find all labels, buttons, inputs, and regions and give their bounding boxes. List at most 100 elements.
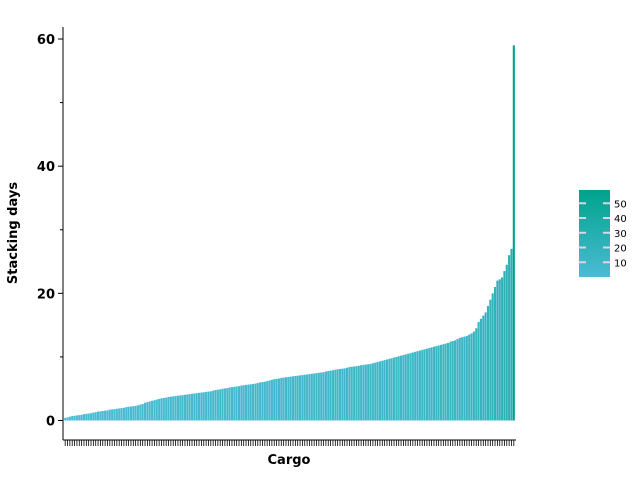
bar <box>425 348 428 421</box>
colorbar-tick-label: 50 <box>614 199 627 210</box>
bar <box>364 364 367 421</box>
bar <box>141 403 144 421</box>
bar <box>287 376 290 421</box>
bar <box>64 417 67 421</box>
bar <box>505 264 508 421</box>
bar <box>409 353 412 421</box>
x-tick-marks <box>64 440 515 446</box>
bar <box>313 373 316 421</box>
bar <box>146 402 149 421</box>
bar <box>261 382 264 421</box>
colorbar-ticks: 10 20 30 40 50 <box>579 199 627 269</box>
bar <box>430 347 433 421</box>
bar <box>345 367 349 421</box>
bar <box>512 45 515 421</box>
bar <box>395 356 398 421</box>
bar <box>82 414 86 421</box>
bar <box>362 364 365 421</box>
bar <box>216 389 219 421</box>
bar <box>360 365 363 421</box>
bar <box>477 321 480 421</box>
bar <box>451 341 454 421</box>
bar <box>407 353 410 421</box>
bar <box>294 375 297 421</box>
bar <box>353 366 356 421</box>
bar <box>470 333 473 421</box>
bar <box>484 312 487 421</box>
bar <box>214 389 217 421</box>
bar <box>183 394 187 421</box>
colorbar-tick-label: 10 <box>614 258 627 269</box>
bar <box>369 363 372 421</box>
bar <box>111 409 114 421</box>
bar <box>226 388 229 421</box>
bar <box>289 376 292 421</box>
bar <box>129 406 132 421</box>
bar <box>327 370 330 421</box>
bar <box>468 334 471 421</box>
bar <box>503 271 506 421</box>
bar <box>496 280 499 421</box>
y-axis-title: Stacking days <box>6 182 21 284</box>
bar <box>193 393 196 421</box>
bar <box>106 410 109 421</box>
bar <box>151 400 154 421</box>
bar <box>341 368 344 421</box>
bar <box>428 348 431 421</box>
bar <box>155 399 158 421</box>
bar <box>148 401 151 421</box>
bar <box>219 389 222 421</box>
bar <box>118 408 121 421</box>
bar <box>388 358 391 421</box>
bar <box>392 357 396 421</box>
bar <box>322 372 325 421</box>
bar <box>397 356 400 421</box>
bar <box>275 378 278 421</box>
bar <box>411 352 414 421</box>
bar <box>299 375 302 421</box>
bar <box>200 392 203 421</box>
bar <box>301 375 304 421</box>
bar <box>188 394 191 421</box>
bar <box>439 344 443 421</box>
bar <box>66 417 69 421</box>
x-axis-title: Cargo <box>268 453 311 468</box>
bar <box>230 387 233 421</box>
bar <box>390 358 393 421</box>
bar <box>444 343 447 421</box>
bar <box>501 277 504 421</box>
bar <box>383 360 386 421</box>
bar <box>331 370 335 421</box>
bar <box>186 394 189 421</box>
bar <box>273 379 276 421</box>
bar <box>240 385 243 421</box>
bar <box>108 409 111 421</box>
bar <box>153 400 156 421</box>
bar <box>385 359 389 421</box>
bar <box>259 382 262 421</box>
bar <box>402 355 405 421</box>
bar <box>510 248 513 421</box>
bar <box>205 391 208 421</box>
bar <box>195 393 198 421</box>
bar <box>381 360 384 421</box>
bar <box>209 391 212 421</box>
bar <box>242 385 245 421</box>
bar <box>317 372 320 421</box>
bar <box>291 376 295 421</box>
bar <box>465 335 468 421</box>
bar <box>454 340 457 421</box>
bar <box>97 411 100 421</box>
bar <box>174 396 177 421</box>
bar <box>263 381 266 421</box>
bar <box>89 413 93 421</box>
bar <box>190 393 194 421</box>
bar <box>315 373 318 421</box>
bar <box>508 255 511 421</box>
bar <box>237 386 241 421</box>
bar <box>125 407 128 421</box>
bar <box>172 396 175 421</box>
bar <box>179 395 182 421</box>
bar <box>437 345 440 421</box>
